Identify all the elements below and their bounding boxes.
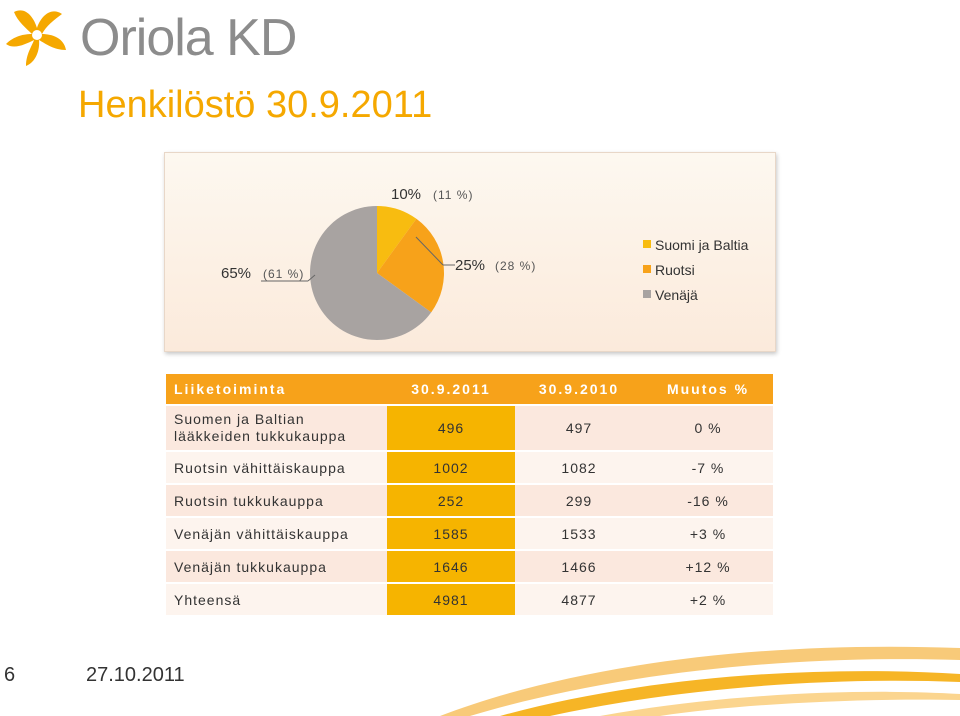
footer-date: 27.10.2011 (86, 664, 185, 686)
label-venaja-prev: (61 %) (263, 267, 304, 281)
label-venaja-big: 65% (221, 265, 251, 282)
row-value-2010: 299 (515, 485, 643, 516)
legend-swatch-venaja (643, 290, 651, 298)
legend-label-suomi: Suomi ja Baltia (655, 237, 749, 253)
personnel-table: Liiketoiminta 30.9.2011 30.9.2010 Muutos… (166, 372, 773, 617)
label-ruotsi-big: 25% (455, 257, 485, 274)
header-2011: 30.9.2011 (387, 374, 515, 404)
company-logo: Oriola KD (4, 4, 314, 70)
pie-chart-panel: 10% (11 %) 25% (28 %) 65% (61 %) Suomi j… (164, 152, 776, 352)
table-row: Yhteensä 4981 4877 +2 % (166, 584, 773, 615)
row-label: Ruotsin tukkukauppa (166, 485, 387, 516)
table-row: Ruotsin tukkukauppa 252 299 -16 % (166, 485, 773, 516)
logo-text: Oriola KD (80, 9, 297, 67)
row-label: Ruotsin vähittäiskauppa (166, 452, 387, 483)
table-row: Venäjän tukkukauppa 1646 1466 +12 % (166, 551, 773, 582)
pie-slice-venaja (309, 206, 432, 340)
header-2010: 30.9.2010 (515, 374, 643, 404)
row-value-2011: 1002 (387, 452, 515, 483)
row-value-2011: 252 (387, 485, 515, 516)
row-change: 0 % (643, 406, 773, 450)
row-value-2010: 497 (515, 406, 643, 450)
row-label: Venäjän vähittäiskauppa (166, 518, 387, 549)
row-value-2010: 1533 (515, 518, 643, 549)
label-suomi-prev: (11 %) (433, 188, 473, 202)
legend-label-ruotsi: Ruotsi (655, 262, 695, 278)
table-header-row: Liiketoiminta 30.9.2011 30.9.2010 Muutos… (166, 374, 773, 404)
pie-chart: 10% (11 %) 25% (28 %) 65% (61 %) Suomi j… (221, 186, 749, 340)
row-value-2010: 1082 (515, 452, 643, 483)
row-label: Suomen ja Baltian lääkkeiden tukkukauppa (166, 406, 387, 450)
legend-swatch-suomi (643, 240, 651, 248)
row-change: -7 % (643, 452, 773, 483)
legend-swatch-ruotsi (643, 265, 651, 273)
table-row: Ruotsin vähittäiskauppa 1002 1082 -7 % (166, 452, 773, 483)
row-change: +2 % (643, 584, 773, 615)
header-change: Muutos % (643, 374, 773, 404)
row-value-2010: 4877 (515, 584, 643, 615)
decorative-swoosh (440, 646, 960, 716)
pie-slice-suomi (377, 206, 417, 273)
chart-legend: Suomi ja Baltia Ruotsi Venäjä (643, 237, 749, 303)
legend-label-venaja: Venäjä (655, 287, 698, 303)
row-value-2011: 1646 (387, 551, 515, 582)
page-number: 6 (4, 664, 16, 686)
table-row: Suomen ja Baltian lääkkeiden tukkukauppa… (166, 406, 773, 450)
row-label: Venäjän tukkukauppa (166, 551, 387, 582)
row-value-2011: 1585 (387, 518, 515, 549)
label-suomi-big: 10% (391, 186, 421, 203)
header-business: Liiketoiminta (166, 374, 387, 404)
table-row: Venäjän vähittäiskauppa 1585 1533 +3 % (166, 518, 773, 549)
logo-star-icon (6, 10, 66, 66)
row-value-2011: 496 (387, 406, 515, 450)
pie-slice-ruotsi (377, 218, 444, 313)
row-change: +12 % (643, 551, 773, 582)
row-change: +3 % (643, 518, 773, 549)
row-change: -16 % (643, 485, 773, 516)
row-value-2011: 4981 (387, 584, 515, 615)
label-ruotsi-prev: (28 %) (495, 259, 536, 273)
row-value-2010: 1466 (515, 551, 643, 582)
slide-title: Henkilöstö 30.9.2011 (78, 84, 433, 126)
row-label: Yhteensä (166, 584, 387, 615)
